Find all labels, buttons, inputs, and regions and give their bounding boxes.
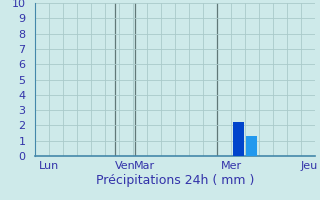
- Bar: [246, 136, 257, 156]
- Bar: [233, 122, 244, 156]
- X-axis label: Précipitations 24h ( mm ): Précipitations 24h ( mm ): [96, 174, 254, 187]
